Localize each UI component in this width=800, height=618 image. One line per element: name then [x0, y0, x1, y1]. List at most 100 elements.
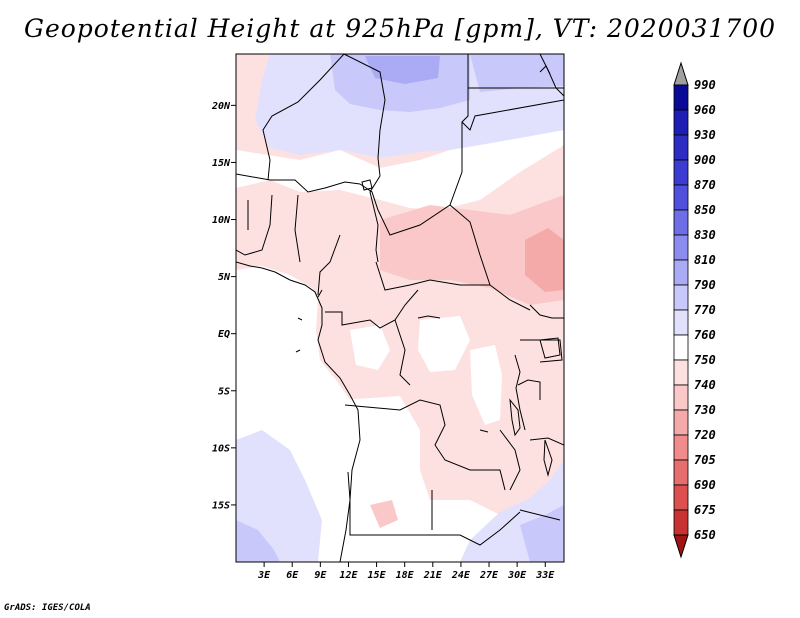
lake-malawi: [543, 439, 553, 477]
map-frame: [235, 53, 565, 563]
border-h: [236, 194, 273, 256]
colorbar-segment: [673, 359, 689, 386]
colorbar-segment: [673, 209, 689, 236]
lat-label: 5S: [218, 386, 230, 397]
colorbar-segment: [673, 409, 689, 436]
colorbar-label: 830: [694, 228, 716, 242]
colorbar-label: 930: [694, 128, 716, 142]
colorbar-segment: [673, 109, 689, 136]
colorbar-over-triangle: [673, 61, 689, 86]
field-sahara-810: [365, 56, 440, 84]
colorbar-segment: [673, 334, 689, 361]
lon-label: 30E: [507, 570, 527, 581]
lon-label: 15E: [368, 570, 387, 581]
colorbar-segment: [673, 84, 689, 111]
field-ne-790: [470, 54, 564, 92]
colorbar-segment: [673, 459, 689, 486]
colorbar-label: 760: [694, 328, 716, 342]
field-congo-760b: [470, 345, 502, 425]
colorbar-label: 850: [694, 203, 716, 217]
river-congo-b: [479, 429, 489, 433]
map-boundaries: [236, 54, 564, 562]
border-p: [347, 471, 521, 546]
colorbar: 990 960 930 900 870 850 830 810 790 770 760 750 740 7…: [673, 61, 716, 559]
colorbar-segment: [673, 434, 689, 461]
colorbar-label: 790: [694, 278, 716, 292]
colorbar-label: 690: [694, 478, 716, 492]
lon-label: 6E: [286, 570, 299, 581]
lat-label: 5N: [218, 272, 231, 283]
small-feature-a: [297, 317, 303, 321]
colorbar-label: 675: [694, 503, 716, 517]
mozambique-coast: [519, 509, 561, 521]
map-title: Geopotential Height at 925hPa [gpm], VT:…: [23, 14, 777, 43]
credit-text: GrADS: IGES/COLA: [4, 603, 91, 613]
colorbar-segment: [673, 184, 689, 211]
lon-label: 27E: [479, 570, 499, 581]
field-sw-790: [236, 520, 280, 562]
lat-label: 15S: [212, 500, 230, 511]
border-f: [236, 173, 361, 193]
border-k: [317, 234, 341, 296]
border-r: [499, 429, 521, 491]
lat-label: 10S: [212, 443, 230, 454]
lon-label: 12E: [339, 570, 358, 581]
lake-victoria: [539, 337, 561, 359]
colorbar-segment: [673, 284, 689, 311]
border-n: [394, 319, 411, 386]
colorbar-label: 740: [694, 378, 716, 392]
lon-label: 21E: [423, 570, 443, 581]
field-sw-770: [236, 430, 322, 562]
colorbar-segment: [673, 509, 689, 536]
colorbar-segment: [673, 134, 689, 161]
colorbar-label: 810: [694, 253, 716, 267]
lon-label: 3E: [257, 570, 271, 581]
lat-label: 10N: [212, 215, 231, 226]
field-congo-760c: [350, 325, 390, 370]
colorbar-label: 705: [694, 453, 716, 467]
lat-label: 20N: [211, 101, 231, 112]
coastline-west: [236, 261, 361, 562]
field-congo-760a: [418, 316, 470, 372]
colorbar-label: 900: [694, 153, 716, 167]
colorbar-label: 990: [694, 78, 716, 92]
field-se-790: [520, 505, 564, 562]
border-m: [325, 289, 419, 329]
field-angola-740: [370, 500, 398, 528]
river-congo-a: [417, 315, 441, 319]
island-sinai: [539, 65, 551, 75]
border-o: [344, 399, 506, 491]
colorbar-label: 960: [694, 103, 716, 117]
redsea-coast: [539, 54, 564, 97]
lon-label: 9E: [314, 570, 327, 581]
colorbar-label: 720: [694, 428, 716, 442]
colorbar-segment: [673, 384, 689, 411]
border-e: [461, 99, 564, 131]
lake-tanganyika: [509, 398, 521, 437]
map-plot-area: [236, 54, 564, 562]
field-ethiopia-730: [525, 228, 564, 292]
border-s: [529, 304, 564, 319]
colorbar-label: 870: [694, 178, 716, 192]
colorbar-under-triangle: [673, 534, 689, 559]
lat-label: 15N: [212, 158, 231, 169]
east-border: [529, 437, 564, 446]
colorbar-label: 750: [694, 353, 716, 367]
colorbar-segment: [673, 484, 689, 511]
colorbar-segment: [673, 234, 689, 261]
lon-label: 33E: [535, 570, 555, 581]
colorbar-label: 730: [694, 403, 716, 417]
border-a: [343, 54, 386, 263]
colorbar-label: 770: [694, 303, 716, 317]
colorbar-segment: [673, 309, 689, 336]
lon-label: 18E: [396, 570, 415, 581]
colorbar-label: 650: [694, 528, 716, 542]
border-j: [294, 194, 301, 263]
small-feature-c: [317, 289, 323, 298]
border-v: [514, 354, 526, 431]
lon-axis: 3E 6E 9E 12E 15E 18E 21E 24E 27E 30E 33E: [257, 562, 555, 581]
field-central-740: [380, 195, 564, 305]
lake-chad: [361, 179, 373, 191]
border-b: [262, 54, 345, 181]
